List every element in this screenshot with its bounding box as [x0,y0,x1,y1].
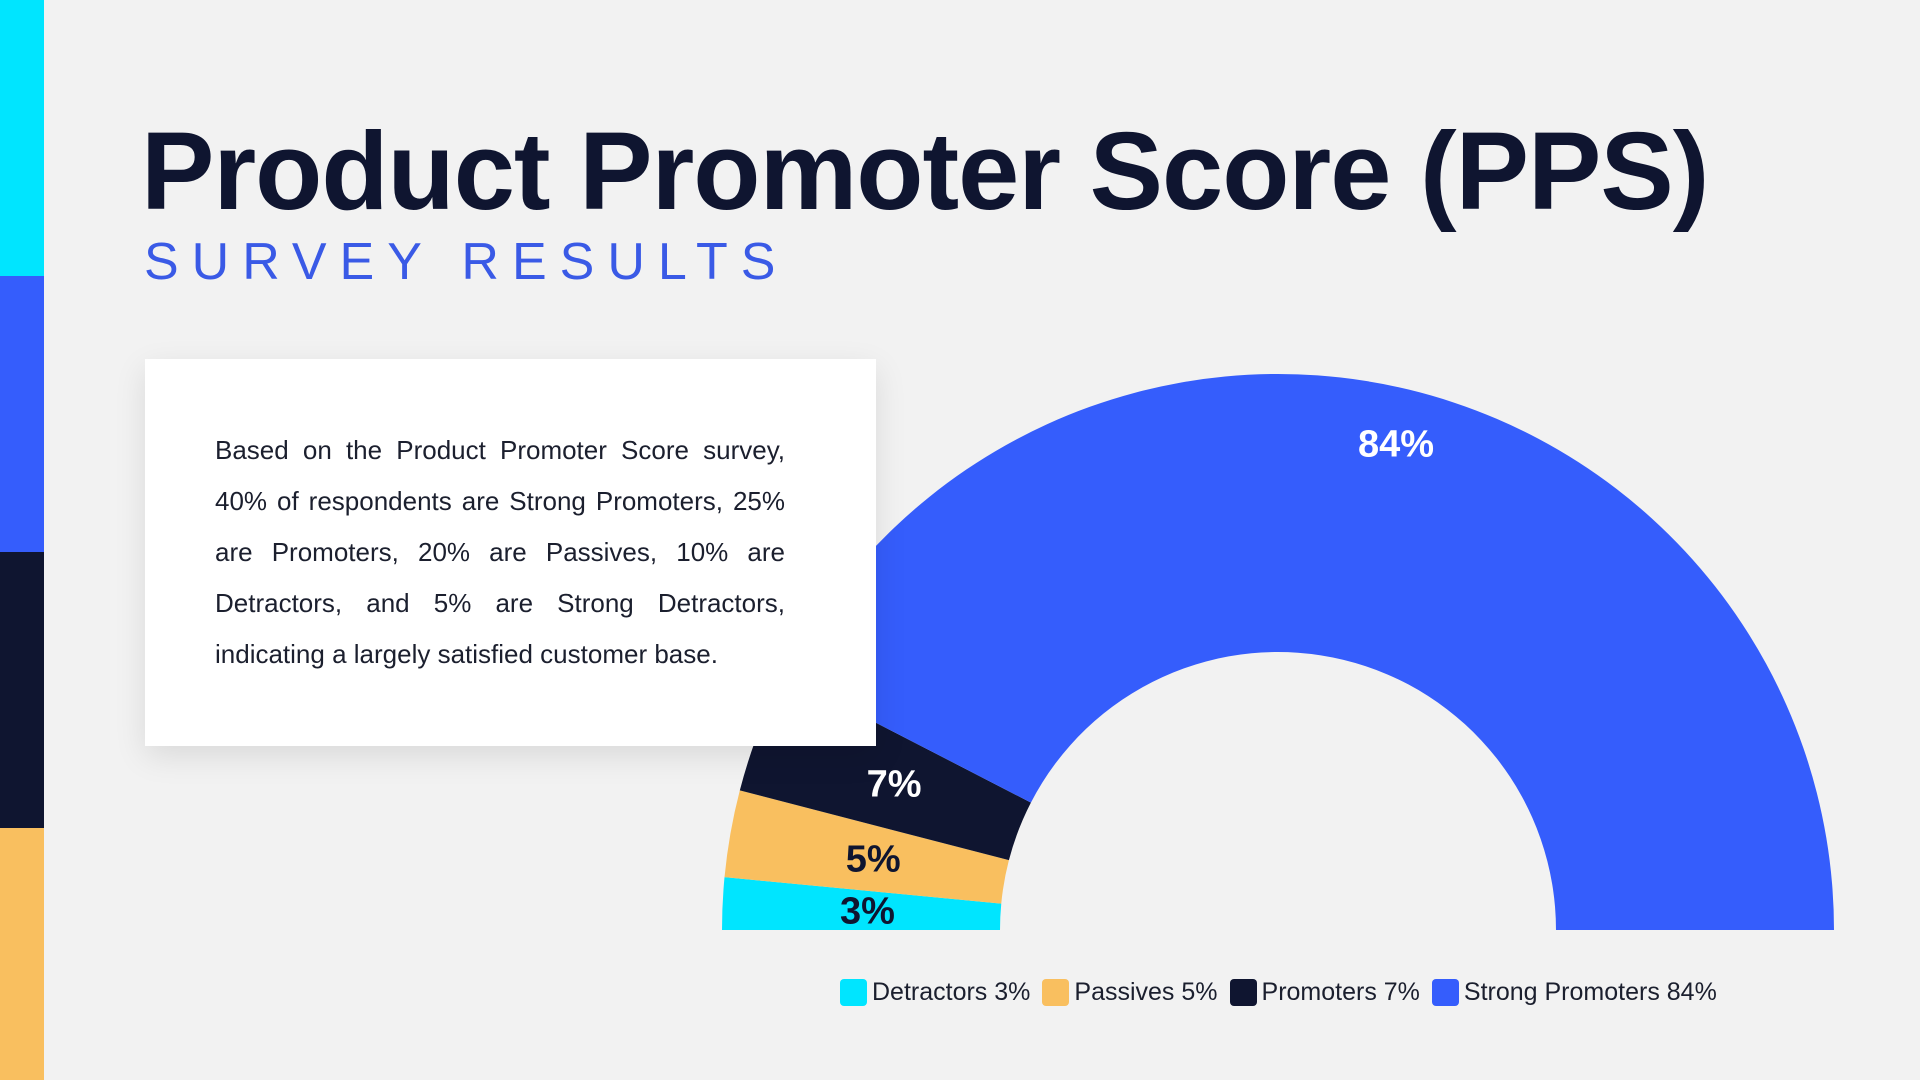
slice-strong-promoters [783,373,1834,930]
legend-item-passives: Passives 5% [1042,978,1218,1007]
description-text: Based on the Product Promoter Score surv… [215,435,785,669]
legend-label-strong-promoters: Strong Promoters 84% [1463,978,1717,1006]
legend-item-detractors: Detractors 3% [840,978,1030,1007]
legend-label-passives: Passives 5% [1074,978,1218,1006]
legend-label-detractors: Detractors 3% [872,978,1031,1006]
legend-item-strong-promoters: Strong Promoters 84% [1431,978,1717,1007]
description-card: Based on the Product Promoter Score surv… [145,359,876,746]
page-title: Product Promoter Score (PPS) [141,110,1709,233]
accent-stripe-navy [0,552,44,828]
page-subtitle: SURVEY RESULTS [144,233,789,291]
legend-swatch-strong-promoters [1431,979,1459,1006]
legend-swatch-detractors [840,979,867,1006]
data-label-strong-promoters: 84% [1358,424,1434,466]
accent-stripe-cyan [0,0,44,276]
slice-passives [724,790,1009,904]
legend-item-promoters: Promoters 7% [1229,978,1420,1007]
legend-swatch-passives [1042,979,1070,1006]
data-label-detractors: 3% [840,890,895,932]
slice-detractors [722,877,1002,930]
accent-stripe-orange [0,828,44,1080]
data-label-promoters: 7% [867,763,922,805]
legend-label-promoters: Promoters 7% [1261,978,1420,1006]
legend-swatch-promoters [1229,979,1257,1006]
chart-legend: Detractors 3% Passives 5% Promoters 7% Stro… [840,978,1729,1007]
data-label-passives: 5% [846,839,901,881]
accent-stripe-blue [0,276,44,552]
